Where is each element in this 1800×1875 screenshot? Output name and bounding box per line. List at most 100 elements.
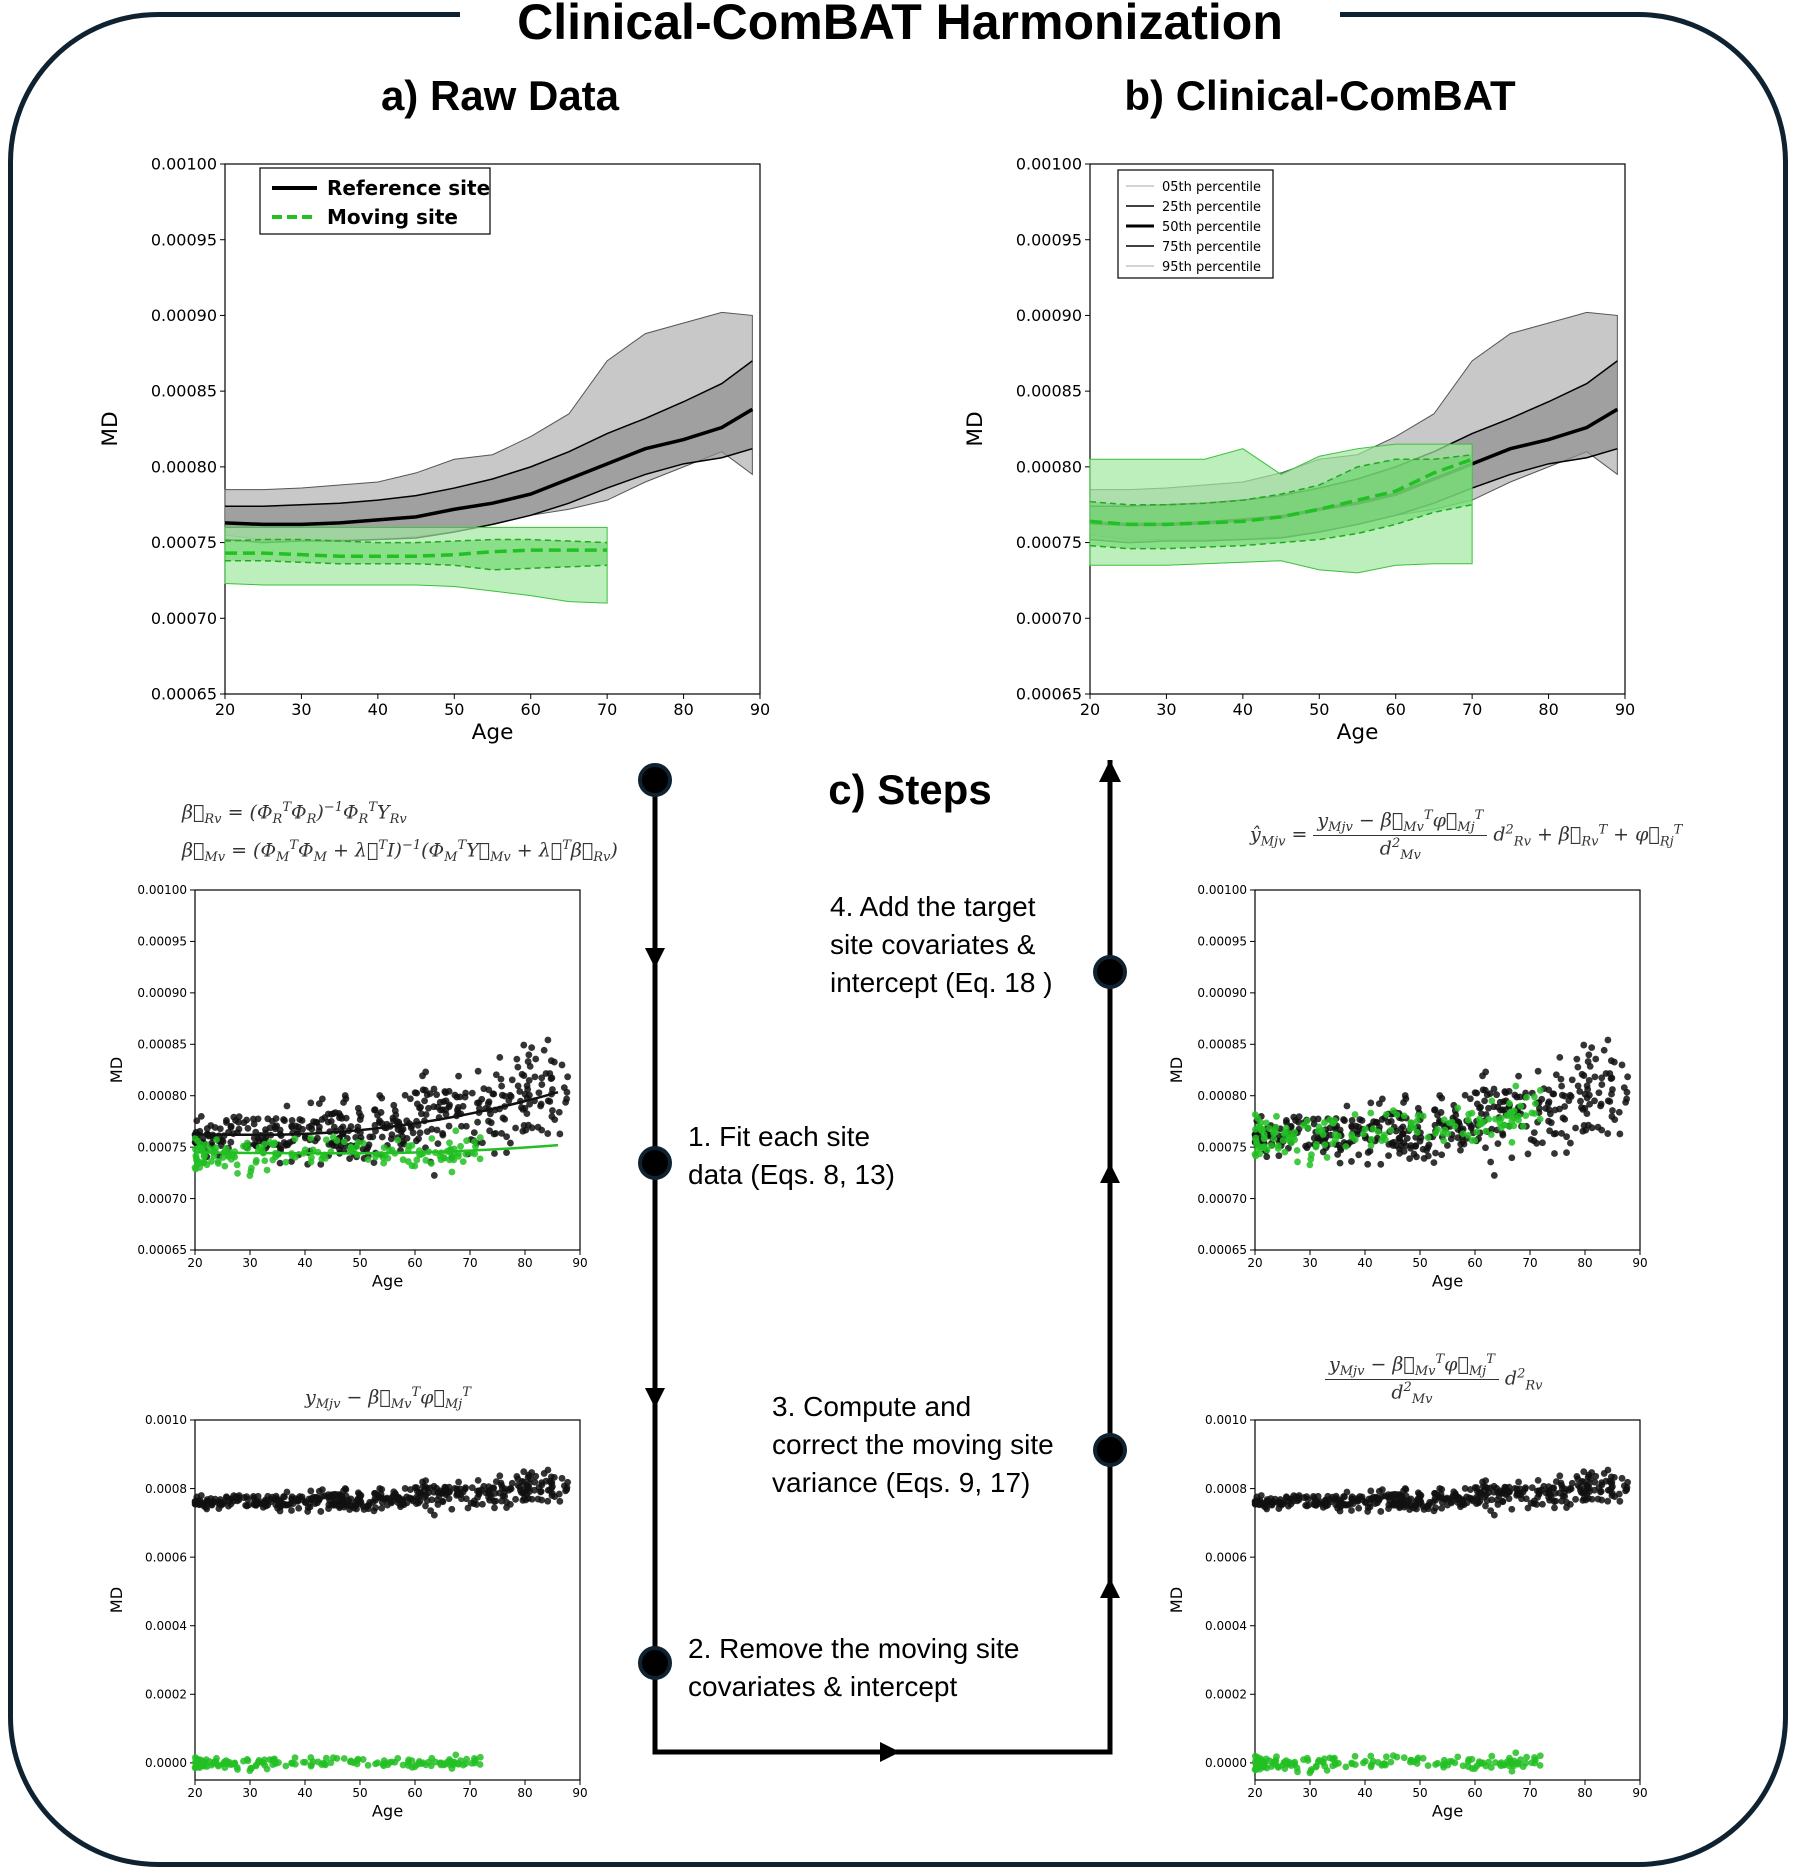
y-tick-label: 0.00085 — [137, 1037, 187, 1051]
data-point — [423, 1128, 431, 1136]
x-tick-label: 20 — [187, 1786, 202, 1800]
data-point — [1343, 1501, 1350, 1509]
data-point — [1440, 1116, 1448, 1124]
data-point — [1314, 1492, 1322, 1500]
data-point — [1515, 1072, 1522, 1080]
data-point — [462, 1760, 470, 1768]
data-point — [1359, 1496, 1366, 1504]
data-point — [213, 1136, 220, 1144]
data-point — [203, 1496, 211, 1503]
data-point — [1556, 1489, 1563, 1497]
data-point — [1620, 1084, 1628, 1092]
data-point — [496, 1489, 503, 1497]
data-point — [451, 1091, 459, 1099]
x-tick-label: 90 — [572, 1256, 587, 1270]
data-point — [1454, 1104, 1462, 1112]
data-point — [388, 1131, 396, 1139]
data-point — [321, 1492, 329, 1500]
data-point — [269, 1761, 277, 1768]
data-point — [1471, 1137, 1479, 1144]
data-point — [507, 1500, 514, 1508]
data-point — [1616, 1130, 1624, 1138]
data-point — [1483, 1497, 1491, 1504]
data-point — [1584, 1494, 1592, 1502]
data-point — [1459, 1130, 1467, 1138]
data-point — [249, 1115, 257, 1123]
data-point — [1303, 1493, 1311, 1501]
data-point — [206, 1145, 213, 1153]
panel-b-title: b) Clinical-ComBAT — [1124, 72, 1516, 119]
data-point — [556, 1497, 564, 1505]
legend-item: 50th percentile — [1162, 220, 1261, 235]
data-point — [1262, 1119, 1270, 1127]
data-point — [262, 1502, 270, 1510]
data-point — [1604, 1130, 1612, 1137]
data-point — [1266, 1125, 1273, 1132]
data-point — [219, 1500, 227, 1508]
plot-frame — [1254, 889, 1641, 1251]
data-point — [1274, 1142, 1282, 1150]
data-point — [1281, 1148, 1289, 1156]
data-point — [211, 1124, 219, 1131]
arrow-up-1 — [1100, 1578, 1120, 1598]
data-point — [288, 1759, 296, 1767]
data-point — [418, 1110, 425, 1118]
data-point — [1606, 1070, 1614, 1077]
data-point — [1392, 1127, 1400, 1135]
data-point — [1358, 1117, 1366, 1124]
data-point — [1413, 1756, 1421, 1764]
data-point — [1558, 1497, 1566, 1505]
data-point — [1382, 1753, 1390, 1761]
data-point — [1473, 1128, 1481, 1136]
data-point — [1275, 1152, 1283, 1160]
data-point — [1271, 1129, 1279, 1136]
y-tick-label: 0.00090 — [151, 306, 217, 325]
data-point — [1312, 1143, 1320, 1151]
data-point — [1271, 1495, 1279, 1503]
data-point — [1532, 1100, 1539, 1108]
data-point — [1369, 1125, 1377, 1133]
x-tick-label: 20 — [1080, 700, 1100, 719]
data-point — [440, 1098, 448, 1105]
data-point — [1508, 1767, 1516, 1775]
data-point — [372, 1760, 379, 1768]
data-point — [322, 1136, 330, 1144]
data-point — [524, 1494, 532, 1502]
y-tick-label: 0.00075 — [1197, 1140, 1247, 1154]
data-point — [1337, 1144, 1344, 1152]
data-point — [307, 1134, 315, 1142]
data-point — [1375, 1100, 1383, 1108]
data-point — [1289, 1497, 1297, 1505]
data-point — [1368, 1136, 1375, 1143]
data-point — [1585, 1051, 1593, 1059]
data-point — [1382, 1111, 1390, 1118]
data-point — [277, 1144, 284, 1152]
data-point — [491, 1150, 498, 1157]
data-point — [313, 1134, 321, 1142]
x-tick-label: 40 — [368, 700, 388, 719]
data-point — [221, 1162, 229, 1170]
data-point — [1400, 1487, 1407, 1495]
data-point — [1511, 1484, 1519, 1492]
data-point — [459, 1488, 467, 1496]
data-point — [1449, 1492, 1457, 1500]
data-point — [1377, 1160, 1385, 1168]
data-point — [208, 1157, 215, 1165]
data-point — [1348, 1131, 1356, 1139]
data-point — [498, 1091, 506, 1099]
data-point — [272, 1501, 280, 1509]
data-point — [448, 1505, 456, 1513]
data-point — [1413, 1153, 1420, 1161]
data-point — [1413, 1128, 1421, 1136]
data-point — [1321, 1119, 1328, 1126]
data-point — [1511, 1091, 1519, 1099]
data-point — [467, 1499, 475, 1507]
data-point — [562, 1098, 570, 1106]
y-tick-label: 0.00075 — [151, 533, 217, 552]
data-point — [269, 1156, 277, 1164]
data-point — [1302, 1142, 1309, 1150]
data-point — [192, 1154, 200, 1162]
data-point — [345, 1496, 353, 1504]
data-point — [1354, 1130, 1362, 1138]
data-point — [1438, 1151, 1446, 1159]
